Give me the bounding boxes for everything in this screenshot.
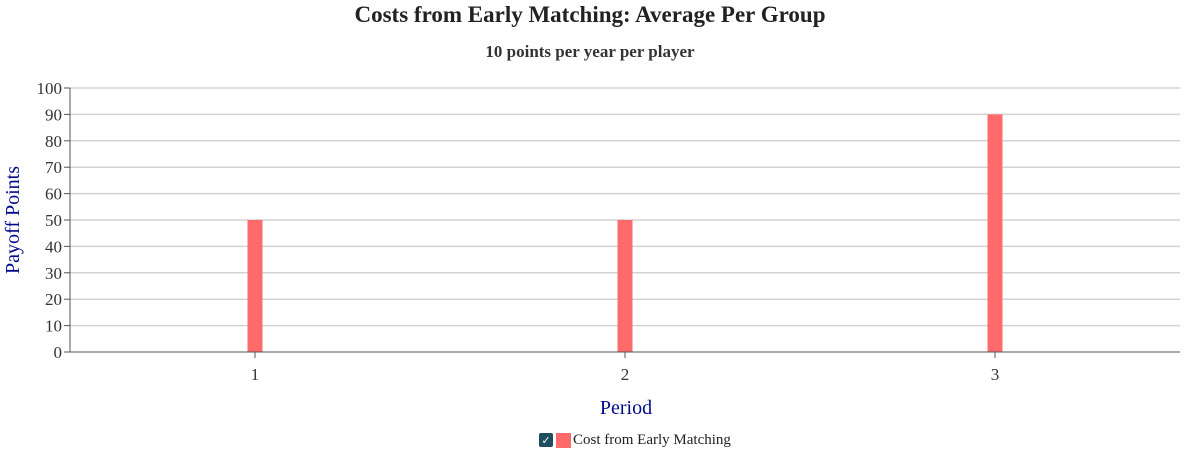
bar (617, 220, 633, 352)
y-tick-label: 70 (45, 158, 62, 177)
y-tick-label: 40 (45, 237, 62, 256)
chart-title: Costs from Early Matching: Average Per G… (354, 2, 825, 27)
x-tick-label: 3 (991, 365, 1000, 384)
legend-checkbox[interactable]: ✓ (539, 433, 553, 447)
legend-label[interactable]: Cost from Early Matching (573, 431, 731, 448)
chart-subtitle: 10 points per year per player (485, 42, 695, 61)
y-tick-label: 100 (37, 79, 63, 98)
x-axis-ticks: 1 2 3 (251, 352, 1000, 384)
x-tick-label: 1 (251, 365, 260, 384)
y-tick-label: 20 (45, 290, 62, 309)
bar-series (247, 114, 1003, 353)
y-axis-title: Payoff Points (2, 166, 24, 274)
legend-swatch (556, 432, 571, 448)
y-tick-label: 30 (45, 264, 62, 283)
y-tick-label: 60 (45, 185, 62, 204)
x-axis-title: Period (600, 397, 652, 419)
y-tick-label: 10 (45, 317, 62, 336)
bar (247, 220, 263, 352)
y-tick-label: 50 (45, 211, 62, 230)
y-tick-label: 90 (45, 105, 62, 124)
x-tick-label: 2 (621, 365, 630, 384)
bar (987, 114, 1003, 353)
y-axis-ticks: 0 10 20 30 40 50 60 70 80 90 100 (37, 79, 70, 362)
checkmark-icon: ✓ (541, 433, 551, 447)
y-tick-label: 0 (54, 343, 63, 362)
y-tick-label: 80 (45, 132, 62, 151)
legend: ✓ Cost from Early Matching (539, 431, 731, 449)
